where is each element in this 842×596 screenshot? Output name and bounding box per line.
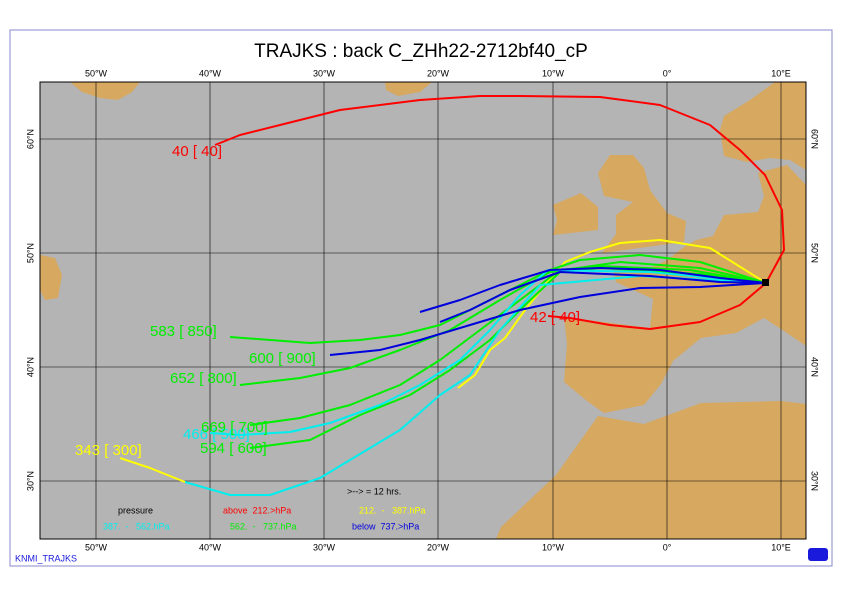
africa [496,401,806,539]
lat-label: 30°N [25,471,35,491]
trajectory [239,261,767,386]
trajectory-label: 466 [ 500] [183,426,250,443]
labrador [40,255,62,300]
graticule [40,82,806,539]
legend-range: below 737.>hPa [352,521,419,531]
map [40,82,806,539]
legend-range: 212. - 387.hPa [359,505,426,515]
greenland [70,82,140,100]
lat-label: 60°N [25,129,35,149]
iceland [385,82,432,96]
trajectory [119,457,186,483]
scandinavia [720,82,806,170]
europe [564,165,806,413]
lon-label: 10°E [771,68,791,78]
origin-point [762,279,769,286]
legend-range: 562. - 737.hPa [230,521,297,531]
legend-pressure: pressure [118,505,153,515]
knmi-logo [808,548,828,561]
legend-range: 387. - 562.hPa [103,521,170,531]
lat-label: 40°N [25,357,35,377]
lon-label: 20°W [427,68,450,78]
trajectory-label: 343 [ 300] [75,442,142,459]
map-frame [39,81,807,540]
outer-frame [9,29,833,567]
trajectory-label: 42 [ 40] [530,309,580,326]
lat-label: 40°N [810,357,820,377]
trajectory-label: 669 [ 700] [201,419,268,436]
trajectory [184,275,767,496]
lon-label: 30°W [313,542,336,552]
lon-label: 0° [663,68,672,78]
trajectory [547,282,767,330]
lat-label: 50°N [25,243,35,263]
ireland [553,193,598,235]
footer: KNMI_TRAJKS [15,553,77,563]
trajectory-label: 40 [ 40] [172,143,222,160]
trajectory [249,265,767,426]
lon-label: 10°W [542,542,565,552]
lon-label: 30°W [313,68,336,78]
lon-label: 10°E [771,542,791,552]
lon-label: 50°W [85,542,108,552]
lon-label: 40°W [199,68,222,78]
trajectory-label: 583 [ 850] [150,323,217,340]
trajectory [439,271,767,323]
legend-interval: >--> = 12 hrs. [347,486,401,496]
lat-label: 60°N [810,129,820,149]
lon-label: 0° [663,542,672,552]
lon-label: 10°W [542,68,565,78]
trajectory [214,95,785,284]
lon-label: 20°W [427,542,450,552]
lon-label: 40°W [199,542,222,552]
trajectory-label: 594 [ 600] [200,440,267,457]
trajectory [419,267,767,313]
britain [598,155,686,253]
lon-label: 50°W [85,68,108,78]
trajectory-label: 600 [ 900] [249,350,316,367]
title: TRAJKS : back C_ZHh22-2712bf40_cP [254,41,588,62]
lat-label: 30°N [810,471,820,491]
legend-range: above 212.>hPa [223,505,291,515]
trajectory-label: 652 [ 800] [170,370,237,387]
trajectory [329,282,767,356]
lat-label: 50°N [810,243,820,263]
